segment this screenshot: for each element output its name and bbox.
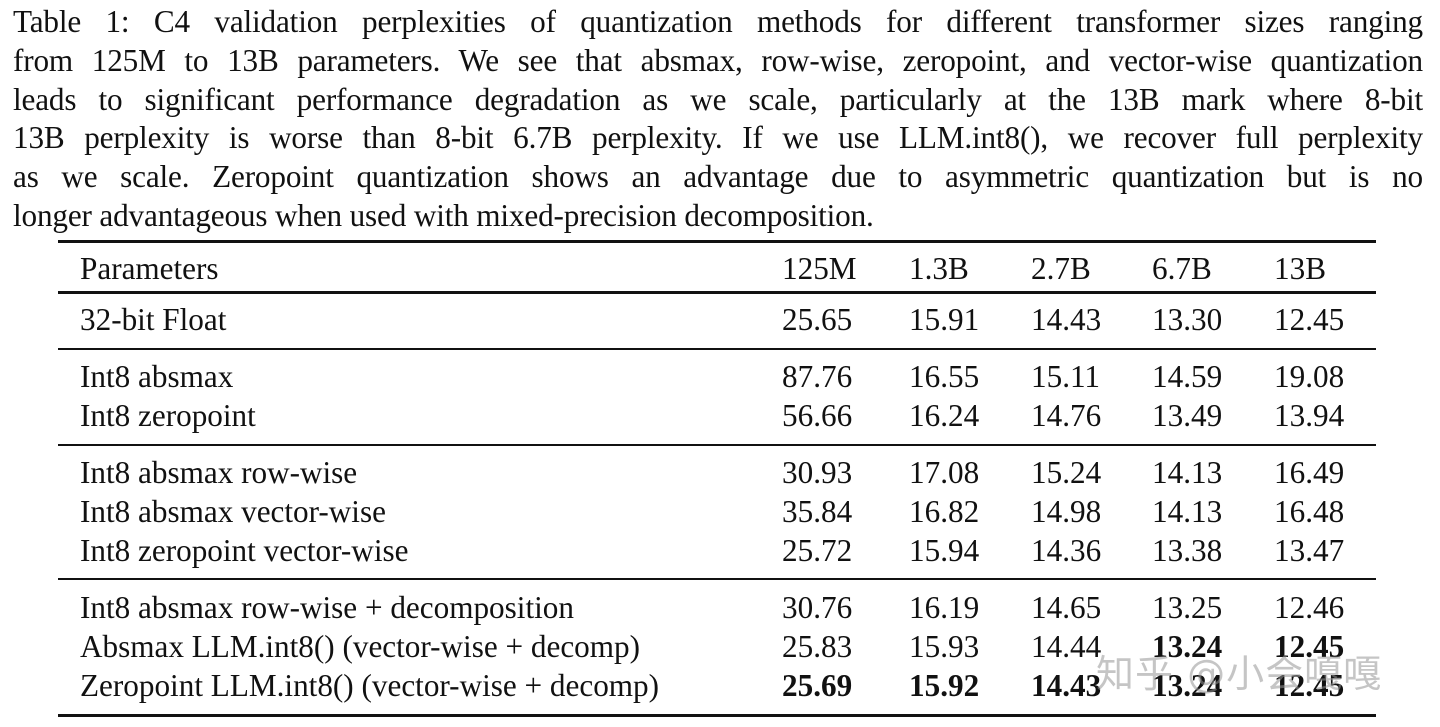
cell-best: 12.45 [1274,668,1345,703]
cell: 16.82 [909,494,980,529]
cell: 87.76 [782,359,853,394]
cell-best: 13.24 [1152,668,1223,703]
row-label: Int8 zeropoint [80,398,256,433]
cell: 35.84 [782,494,853,529]
cell: 14.76 [1031,398,1102,433]
table-row: Int8 zeropoint vector-wise 25.72 15.94 1… [58,531,1376,570]
table-row: Int8 zeropoint 56.66 16.24 14.76 13.49 1… [58,396,1376,435]
caption-line: 13B perplexity is worse than 8-bit 6.7B … [13,120,1423,156]
cell: 56.66 [782,398,853,433]
row-label: Zeropoint LLM.int8() (vector-wise + deco… [80,668,660,703]
cell: 16.55 [909,359,980,394]
group-rule [58,578,1376,580]
cell: 14.65 [1031,590,1102,625]
top-rule [58,240,1376,243]
row-label: Int8 absmax [80,359,234,394]
cell: 19.08 [1274,359,1345,394]
header-col: 2.7B [1031,251,1091,286]
cell: 14.13 [1152,455,1223,490]
cell: 12.46 [1274,590,1345,625]
caption-line: as we scale. Zeropoint quantization show… [13,159,1423,195]
cell: 14.36 [1031,533,1102,568]
cell: 14.98 [1031,494,1102,529]
cell-best: 13.24 [1152,629,1223,664]
table-header-row: Parameters 125M 1.3B 2.7B 6.7B 13B [58,249,1376,288]
group-rule [58,444,1376,446]
cell: 13.38 [1152,533,1223,568]
row-label: Int8 zeropoint vector-wise [80,533,409,568]
caption-line: longer advantageous when used with mixed… [13,197,874,233]
cell: 16.49 [1274,455,1345,490]
table-row: Int8 absmax row-wise 30.93 17.08 15.24 1… [58,453,1376,492]
group-rule [58,348,1376,350]
cell-best: 12.45 [1274,629,1345,664]
cell: 16.19 [909,590,980,625]
cell: 12.45 [1274,302,1345,337]
table-row: Zeropoint LLM.int8() (vector-wise + deco… [58,666,1376,705]
cell: 15.24 [1031,455,1102,490]
row-label: Int8 absmax row-wise + decomposition [80,590,574,625]
cell: 16.24 [909,398,980,433]
caption-line: Table 1: C4 validation perplexities of q… [13,4,1423,39]
header-col: 13B [1274,251,1326,286]
table-row: Int8 absmax 87.76 16.55 15.11 14.59 19.0… [58,357,1376,396]
table-row: 32-bit Float 25.65 15.91 14.43 13.30 12.… [58,300,1376,339]
cell: 14.44 [1031,629,1102,664]
cell: 30.76 [782,590,853,625]
cell: 13.94 [1274,398,1345,433]
cell: 14.59 [1152,359,1223,394]
cell: 15.93 [909,629,980,664]
header-col: 125M [782,251,857,286]
cell-best: 25.69 [782,668,853,703]
row-label: Int8 absmax row-wise [80,455,358,490]
table-caption: Table 1: C4 validation perplexities of q… [13,3,1423,236]
table-row: Int8 absmax vector-wise 35.84 16.82 14.9… [58,492,1376,531]
cell: 17.08 [909,455,980,490]
caption-line: from 125M to 13B parameters. We see that… [13,42,1423,78]
row-label: Int8 absmax vector-wise [80,494,386,529]
cell: 14.43 [1031,302,1102,337]
bottom-rule [58,714,1376,717]
cell: 15.91 [909,302,980,337]
cell-best: 15.92 [909,668,980,703]
cell: 25.65 [782,302,853,337]
cell: 13.49 [1152,398,1223,433]
row-label: 32-bit Float [80,302,227,337]
cell: 14.13 [1152,494,1223,529]
table-row: Int8 absmax row-wise + decomposition 30.… [58,588,1376,627]
cell: 15.11 [1031,359,1101,394]
cell: 16.48 [1274,494,1345,529]
table-row: Absmax LLM.int8() (vector-wise + decomp)… [58,627,1376,666]
caption-line: leads to significant performance degrada… [13,81,1423,117]
cell: 30.93 [782,455,853,490]
cell: 25.72 [782,533,853,568]
cell: 13.30 [1152,302,1223,337]
header-col: 6.7B [1152,251,1212,286]
header-label: Parameters [80,251,219,286]
cell: 15.94 [909,533,980,568]
header-col: 1.3B [909,251,969,286]
cell: 13.25 [1152,590,1223,625]
header-rule [58,291,1376,294]
row-label: Absmax LLM.int8() (vector-wise + decomp) [80,629,640,664]
cell: 25.83 [782,629,853,664]
cell-best: 14.43 [1031,668,1102,703]
cell: 13.47 [1274,533,1345,568]
